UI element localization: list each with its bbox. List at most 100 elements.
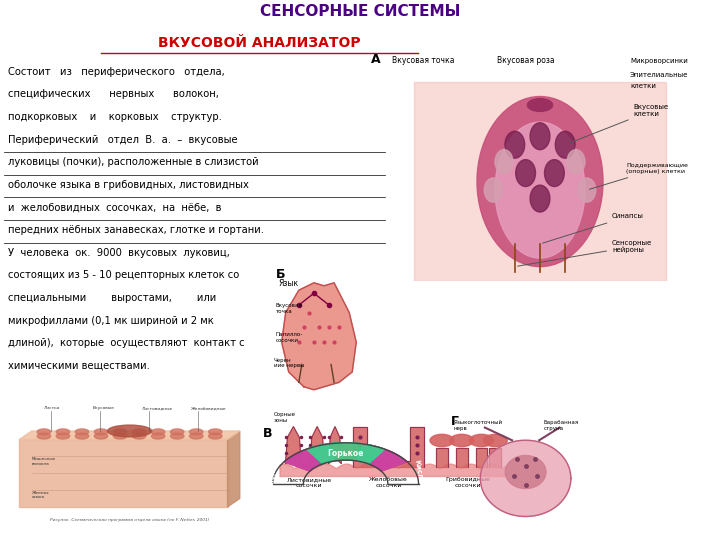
Polygon shape: [356, 444, 408, 471]
Text: Черен
иие нервы: Черен иие нервы: [274, 357, 304, 368]
Text: Вкусовая роза: Вкусовая роза: [497, 56, 554, 64]
Ellipse shape: [94, 433, 108, 439]
Ellipse shape: [132, 429, 146, 435]
Text: ВКУСОВОЙ АНАЛИЗАТОР: ВКУСОВОЙ АНАЛИЗАТОР: [158, 36, 361, 50]
Text: Вкусовая
точка: Вкусовая точка: [276, 303, 302, 314]
Ellipse shape: [189, 433, 203, 439]
Ellipse shape: [76, 429, 89, 435]
Text: Кислое: Кислое: [267, 459, 278, 489]
Ellipse shape: [37, 433, 50, 439]
Ellipse shape: [209, 433, 222, 439]
Text: Солёное: Солёное: [405, 485, 420, 515]
Ellipse shape: [495, 122, 585, 258]
Text: Состоит   из   периферического   отдела,: Состоит из периферического отдела,: [8, 67, 225, 77]
Text: Сладкое: Сладкое: [326, 511, 365, 519]
Text: длиной),  которые  осуществляют  контакт с: длиной), которые осуществляют контакт с: [8, 338, 244, 348]
Ellipse shape: [113, 433, 127, 439]
Text: Вкусовые: Вкусовые: [93, 406, 115, 410]
Ellipse shape: [516, 160, 536, 186]
Text: В: В: [263, 427, 273, 441]
Ellipse shape: [555, 131, 575, 158]
Polygon shape: [19, 440, 228, 507]
Polygon shape: [456, 448, 468, 467]
Ellipse shape: [430, 434, 454, 447]
Text: Эпителиальные: Эпителиальные: [630, 72, 688, 78]
Text: Барабанная
струна: Барабанная струна: [544, 420, 579, 431]
Text: подкорковых    и    корковых    структур.: подкорковых и корковых структур.: [8, 112, 222, 122]
Text: Периферический   отдел  В.  а.  –  вкусовые: Периферический отдел В. а. – вкусовые: [8, 134, 238, 145]
Ellipse shape: [567, 150, 585, 174]
Text: Сорные
зоны: Сорные зоны: [274, 412, 296, 423]
Text: Б: Б: [276, 268, 285, 281]
Ellipse shape: [209, 429, 222, 435]
Ellipse shape: [477, 97, 603, 267]
Text: передних нёбных занавесках, глотке и гортани.: передних нёбных занавесках, глотке и гор…: [8, 225, 264, 235]
Text: Поддерживающие
(опорные) клетки: Поддерживающие (опорные) клетки: [590, 163, 688, 190]
Polygon shape: [475, 448, 487, 467]
Ellipse shape: [132, 433, 146, 439]
Ellipse shape: [151, 429, 165, 435]
Ellipse shape: [189, 429, 203, 435]
Polygon shape: [307, 443, 384, 464]
Ellipse shape: [151, 433, 165, 439]
Ellipse shape: [484, 434, 507, 447]
Text: Г: Г: [451, 415, 459, 428]
Text: специфических      нервных      волокон,: специфических нервных волокон,: [8, 90, 219, 99]
Text: луковицы (почки), расположенные в слизистой: луковицы (почки), расположенные в слизис…: [8, 157, 258, 167]
Ellipse shape: [530, 185, 550, 212]
Polygon shape: [480, 440, 571, 516]
Ellipse shape: [505, 131, 525, 158]
Ellipse shape: [530, 123, 550, 150]
Polygon shape: [505, 456, 546, 489]
Polygon shape: [346, 443, 384, 464]
Text: Вкусовая точка: Вкусовая точка: [392, 56, 455, 64]
Polygon shape: [284, 444, 335, 471]
Ellipse shape: [469, 434, 493, 447]
Text: Горькое: Горькое: [328, 449, 364, 458]
Ellipse shape: [450, 434, 474, 447]
Polygon shape: [310, 427, 324, 464]
Ellipse shape: [107, 425, 152, 437]
Text: Грибовидные
сосочки: Грибовидные сосочки: [445, 477, 490, 488]
Text: Листовидные: Листовидные: [142, 406, 173, 410]
Text: Кислое: Кислое: [413, 459, 424, 489]
Text: Папилло-
сосочки: Папилло- сосочки: [276, 333, 303, 343]
Text: оболочке языка в грибовидных, листовидных: оболочке языка в грибовидных, листовидны…: [8, 180, 248, 190]
Text: и  желобовидных  сосочках,  на  нёбе,  в: и желобовидных сосочках, на нёбе, в: [8, 202, 221, 213]
Text: Язык: Язык: [279, 279, 299, 288]
Text: Рисунок. Схематическая программа отдела языка (по F. Netter, 2001): Рисунок. Схематическая программа отдела …: [50, 518, 210, 522]
Text: СЕНСОРНЫЕ СИСТЕМЫ: СЕНСОРНЫЕ СИСТЕМЫ: [260, 4, 460, 19]
Text: состоящих из 5 - 10 рецепторных клеток со: состоящих из 5 - 10 рецепторных клеток с…: [8, 271, 239, 280]
Text: Листовидные
сосочки: Листовидные сосочки: [287, 477, 332, 488]
Text: химическими веществами.: химическими веществами.: [8, 361, 150, 371]
Polygon shape: [436, 448, 448, 467]
Text: Железы
языка: Железы языка: [32, 491, 49, 500]
Text: специальными        выростами,        или: специальными выростами, или: [8, 293, 216, 303]
Ellipse shape: [113, 429, 127, 435]
Ellipse shape: [56, 433, 70, 439]
Text: Мышечные
волокна: Мышечные волокна: [32, 457, 56, 465]
Polygon shape: [353, 427, 424, 467]
Text: Языкоглоточный
нерв: Языкоглоточный нерв: [453, 420, 503, 431]
Ellipse shape: [544, 160, 564, 186]
Text: Солёное: Солёное: [271, 485, 286, 515]
Text: Сенсорные
нейроны: Сенсорные нейроны: [518, 240, 652, 266]
Ellipse shape: [171, 433, 184, 439]
Polygon shape: [284, 443, 408, 471]
Polygon shape: [307, 443, 346, 464]
Ellipse shape: [94, 429, 108, 435]
Ellipse shape: [495, 150, 513, 174]
Text: микрофиллами (0,1 мк шириной и 2 мк: микрофиллами (0,1 мк шириной и 2 мк: [8, 315, 214, 326]
Polygon shape: [19, 431, 240, 440]
Polygon shape: [490, 448, 501, 467]
Text: Вкусовые
клетки: Вкусовые клетки: [568, 104, 669, 144]
Polygon shape: [228, 431, 240, 507]
Ellipse shape: [577, 178, 596, 202]
Ellipse shape: [76, 433, 89, 439]
Text: Микроворсинки: Микроворсинки: [630, 57, 688, 64]
Ellipse shape: [527, 99, 553, 111]
Text: У  человека  ок.  9000  вкусовых  луковиц,: У человека ок. 9000 вкусовых луковиц,: [8, 248, 230, 258]
Text: клетки: клетки: [630, 83, 656, 89]
Text: Желобовые
сосочки: Желобовые сосочки: [369, 477, 408, 488]
Ellipse shape: [171, 429, 184, 435]
